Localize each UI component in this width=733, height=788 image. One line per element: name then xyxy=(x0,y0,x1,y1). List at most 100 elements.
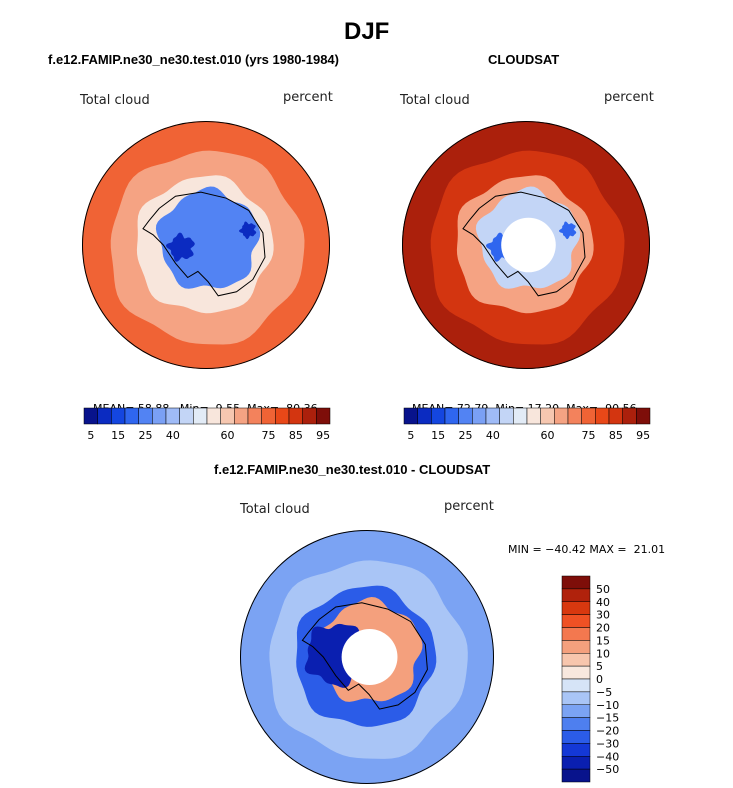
colorbar-box xyxy=(554,407,569,425)
colorbar-tick-label: −30 xyxy=(596,737,619,750)
colorbar-tick-label: 75 xyxy=(582,429,596,442)
colorbar-tick-label: 0 xyxy=(596,673,603,686)
map-border xyxy=(402,121,650,369)
colorbar-box xyxy=(165,407,180,425)
colorbar-tick-label: 75 xyxy=(262,429,276,442)
colorbar-tick-label: 5 xyxy=(87,429,94,442)
colorbar-tick-label: 60 xyxy=(541,429,555,442)
antarctica-coastline xyxy=(142,191,266,297)
colorbar-box xyxy=(561,640,591,654)
map-border xyxy=(82,121,330,369)
colorbar-box xyxy=(561,691,591,705)
colorbar-tick-label: −50 xyxy=(596,763,619,776)
colorbar-tick-label: −5 xyxy=(596,686,612,699)
colorbar-box xyxy=(316,407,331,425)
map-border xyxy=(240,530,494,784)
colorbar-box xyxy=(472,407,487,425)
colorbar-box xyxy=(193,407,208,425)
colorbar-box xyxy=(234,407,249,425)
colorbar-box xyxy=(561,627,591,641)
colorbar-tick-label: 15 xyxy=(111,429,125,442)
obs-polar-map xyxy=(402,121,650,369)
model-polar-map xyxy=(82,121,330,369)
colorbar-box xyxy=(417,407,432,425)
colorbar-box xyxy=(302,407,317,425)
obs-colorbar: 5 15 25 40 60 75 85 95 xyxy=(403,407,651,442)
colorbar-box xyxy=(561,717,591,731)
colorbar-tick-label: 30 xyxy=(596,609,610,622)
colorbar-box xyxy=(581,407,596,425)
colorbar-tick-label: 25 xyxy=(459,429,473,442)
colorbar-box xyxy=(206,407,221,425)
colorbar-tick-label: 85 xyxy=(609,429,623,442)
colorbar-tick-label: 25 xyxy=(139,429,153,442)
colorbar-box xyxy=(561,575,591,590)
obs-panel-title: CLOUDSAT xyxy=(488,52,560,67)
missing-data-hole xyxy=(341,629,398,685)
antarctica-coastline xyxy=(462,191,586,297)
colorbar-box xyxy=(622,407,637,425)
colorbar-box xyxy=(97,407,112,425)
diff-variable-label: Total cloud xyxy=(240,502,310,517)
colorbar-tick-label: 40 xyxy=(166,429,180,442)
colorbar-box xyxy=(561,730,591,744)
colorbar-tick-label: −40 xyxy=(596,750,619,763)
zone-minimum-west xyxy=(166,232,195,262)
colorbar-tick-label: 95 xyxy=(316,429,330,442)
colorbar-box xyxy=(608,407,623,425)
colorbar-box xyxy=(526,407,541,425)
diff-units-label: percent xyxy=(444,499,494,514)
colorbar-box xyxy=(540,407,555,425)
colorbar-tick-label: 40 xyxy=(486,429,500,442)
colorbar-box xyxy=(499,407,514,425)
colorbar-box xyxy=(247,407,262,425)
antarctica-coastline xyxy=(301,602,428,710)
model-variable-label: Total cloud xyxy=(80,93,150,108)
colorbar-tick-label: 85 xyxy=(289,429,303,442)
colorbar-box xyxy=(261,407,276,425)
diff-panel-title: f.e12.FAMIP.ne30_ne30.test.010 - CLOUDSA… xyxy=(214,462,491,477)
colorbar-tick-label: 5 xyxy=(596,660,603,673)
colorbar-box xyxy=(595,407,610,425)
missing-data-hole xyxy=(501,217,556,273)
colorbar-tick-label: 15 xyxy=(431,429,445,442)
colorbar-box xyxy=(561,653,591,667)
zone-minimum-east xyxy=(239,221,257,240)
colorbar-box xyxy=(124,407,139,425)
colorbar-box xyxy=(561,665,591,680)
colorbar-tick-label: 95 xyxy=(636,429,650,442)
colorbar-box xyxy=(561,756,591,770)
colorbar-tick-label: 10 xyxy=(596,647,610,660)
colorbar-box xyxy=(403,407,418,425)
colorbar-box xyxy=(220,407,235,425)
colorbar-box xyxy=(458,407,473,425)
model-panel-title: f.e12.FAMIP.ne30_ne30.test.010 (yrs 1980… xyxy=(48,52,339,67)
colorbar-box xyxy=(636,407,651,425)
colorbar-box xyxy=(561,678,591,693)
colorbar-box xyxy=(561,743,591,757)
colorbar-tick-label: 15 xyxy=(596,634,610,647)
diff-polar-map xyxy=(240,530,494,784)
colorbar-tick-label: 5 xyxy=(407,429,414,442)
season-title: DJF xyxy=(344,18,390,45)
colorbar-box xyxy=(444,407,459,425)
colorbar-box xyxy=(567,407,582,425)
colorbar-box xyxy=(561,601,591,615)
model-units-label: percent xyxy=(283,90,333,105)
colorbar-box xyxy=(561,704,591,718)
colorbar-box xyxy=(83,407,98,425)
colorbar-box xyxy=(513,407,528,425)
colorbar-box xyxy=(485,407,500,425)
colorbar-box xyxy=(431,407,446,425)
colorbar-box xyxy=(138,407,153,425)
colorbar-box xyxy=(275,407,290,425)
colorbar-tick-label: 60 xyxy=(221,429,235,442)
zone-interior xyxy=(155,186,261,289)
colorbar-tick-label: −20 xyxy=(596,725,619,738)
colorbar-box xyxy=(561,768,591,783)
colorbar-box xyxy=(179,407,194,425)
obs-units-label: percent xyxy=(604,90,654,105)
colorbar-box xyxy=(152,407,167,425)
colorbar-box xyxy=(288,407,303,425)
